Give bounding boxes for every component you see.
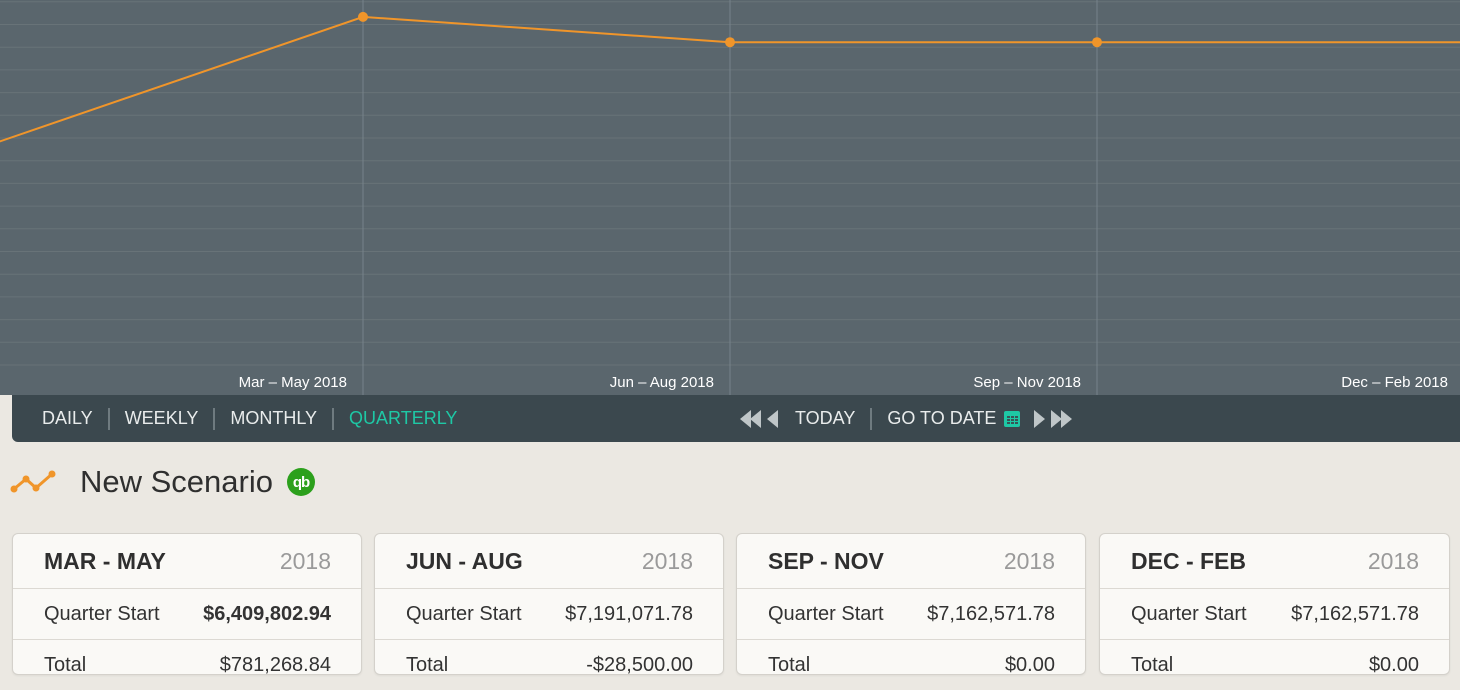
card-months: DEC - FEB (1131, 548, 1246, 574)
quarter-start-label: Quarter Start (44, 603, 160, 625)
total-label: Total (44, 654, 87, 676)
quarter-start-row: Quarter Start $7,162,571.78 (1100, 589, 1449, 640)
quarter-card: MAR - MAY 2018 Quarter Start $6,409,802.… (12, 533, 362, 676)
card-header: SEP - NOV 2018 (737, 534, 1085, 589)
total-label: Total (768, 654, 811, 676)
x-tick-label: Jun – Aug 2018 (610, 374, 714, 391)
card-months: JUN - AUG (406, 548, 523, 574)
x-tick-label: Dec – Feb 2018 (1341, 374, 1448, 391)
total-row: Total -$28,500.00 (375, 640, 723, 690)
range-tab-quarterly[interactable]: QUARTERLY (349, 408, 458, 428)
chart-svg: Mar – May 2018 Jun – Aug 2018 Sep – Nov 20… (0, 0, 1460, 395)
step-back-icon[interactable] (767, 409, 778, 428)
nav-divider (870, 407, 873, 430)
total-value: -$28,500.00 (586, 654, 693, 676)
range-tabs: DAILY WEEKLY MONTHLY QUARTERLY (42, 395, 457, 442)
total-value: $0.00 (1004, 654, 1055, 676)
x-tick-label: Mar – May 2018 (239, 374, 347, 391)
data-point[interactable] (1092, 37, 1102, 48)
range-tab-monthly[interactable]: MONTHLY (230, 408, 318, 428)
total-row: Total $0.00 (737, 640, 1085, 690)
quarter-start-row: Quarter Start $6,409,802.94 (13, 589, 361, 640)
total-label: Total (406, 654, 449, 676)
jump-forward-icon[interactable] (1051, 409, 1073, 428)
quarter-start-label: Quarter Start (406, 603, 522, 625)
chart-toolbar: DAILY WEEKLY MONTHLY QUARTERLY TODAY GO … (12, 395, 1460, 442)
card-year: 2018 (1003, 548, 1055, 574)
range-tab-weekly[interactable]: WEEKLY (124, 408, 199, 428)
jump-back-icon[interactable] (740, 409, 761, 428)
tab-divider (213, 407, 216, 430)
quarter-card: JUN - AUG 2018 Quarter Start $7,191,071.… (374, 533, 724, 676)
total-row: Total $0.00 (1100, 640, 1449, 690)
card-header: JUN - AUG 2018 (375, 534, 723, 589)
quarter-card: DEC - FEB 2018 Quarter Start $7,162,571.… (1099, 533, 1450, 676)
quarter-start-row: Quarter Start $7,162,571.78 (737, 589, 1085, 640)
total-value: $781,268.84 (219, 654, 331, 676)
date-navigation: TODAY GO TO DATE (740, 395, 1073, 442)
data-point[interactable] (358, 11, 368, 22)
total-value: $0.00 (1368, 654, 1419, 676)
data-point[interactable] (725, 37, 735, 48)
quarter-start-value: $7,162,571.78 (927, 603, 1055, 625)
balance-chart: Mar – May 2018 Jun – Aug 2018 Sep – Nov 20… (0, 0, 1460, 395)
card-year: 2018 (279, 548, 331, 574)
go-to-date-button[interactable]: GO TO DATE (887, 408, 997, 428)
quarter-start-value: $7,162,571.78 (1291, 603, 1419, 625)
today-button[interactable]: TODAY (795, 408, 856, 428)
scenario-header: New Scenario qb (10, 460, 315, 504)
scenario-title: New Scenario (80, 464, 273, 499)
card-header: MAR - MAY 2018 (13, 534, 361, 589)
card-months: MAR - MAY (44, 548, 166, 574)
line-chart-icon (10, 470, 56, 493)
total-row: Total $781,268.84 (13, 640, 361, 690)
card-header: DEC - FEB 2018 (1100, 534, 1449, 589)
quarter-card: SEP - NOV 2018 Quarter Start $7,162,571.… (736, 533, 1086, 676)
step-forward-icon[interactable] (1034, 409, 1046, 428)
card-months: SEP - NOV (768, 548, 884, 574)
calendar-icon[interactable] (1004, 410, 1021, 427)
quarter-start-label: Quarter Start (768, 603, 884, 625)
quarter-start-value: $7,191,071.78 (565, 603, 693, 625)
card-year: 2018 (1367, 548, 1419, 574)
quarter-start-label: Quarter Start (1131, 603, 1247, 625)
range-tab-daily[interactable]: DAILY (42, 408, 93, 428)
total-label: Total (1131, 654, 1174, 676)
quarter-start-value: $6,409,802.94 (203, 603, 331, 625)
tab-divider (332, 407, 335, 430)
quickbooks-badge: qb (286, 468, 315, 496)
card-year: 2018 (641, 548, 693, 574)
tab-divider (107, 407, 110, 430)
x-tick-label: Sep – Nov 2018 (973, 374, 1081, 391)
quarter-start-row: Quarter Start $7,191,071.78 (375, 589, 723, 640)
